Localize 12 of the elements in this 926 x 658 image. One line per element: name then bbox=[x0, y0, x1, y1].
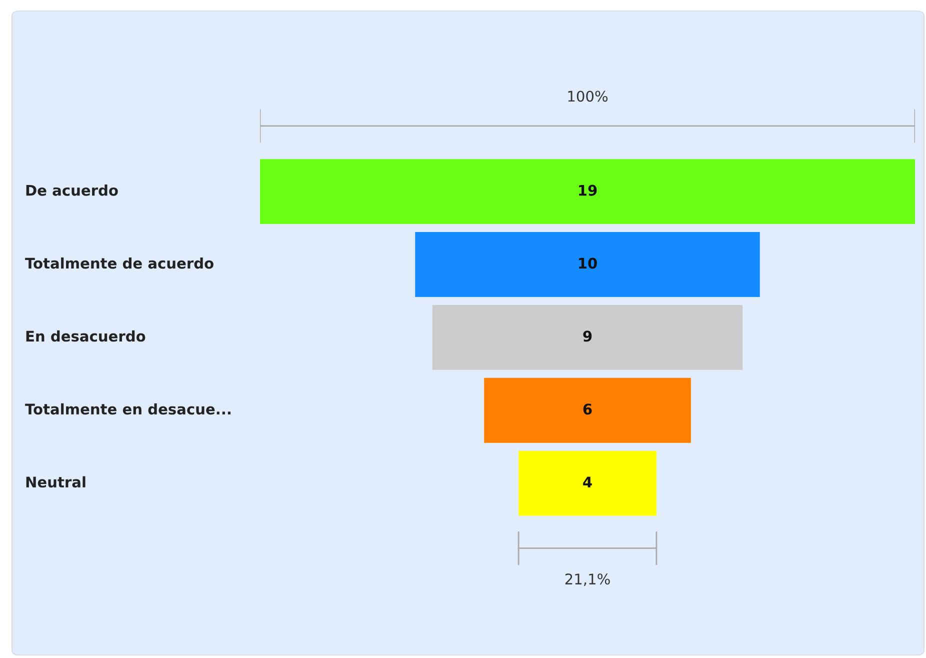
data-label: 9 bbox=[583, 330, 592, 342]
category-label: De acuerdo bbox=[26, 184, 118, 196]
data-label: 6 bbox=[583, 404, 592, 415]
data-label: 19 bbox=[579, 184, 597, 196]
category-label: Totalmente de acuerdo bbox=[25, 257, 214, 269]
text: 21,1% bbox=[565, 574, 610, 586]
category-label: En desacuerdo bbox=[26, 330, 146, 342]
category-label: Neutral bbox=[26, 476, 86, 488]
data-label: 4 bbox=[583, 476, 592, 488]
data-label: 10 bbox=[579, 258, 597, 269]
text: 100% bbox=[568, 90, 608, 102]
category-label: Totalmente en desacue... bbox=[25, 403, 231, 415]
